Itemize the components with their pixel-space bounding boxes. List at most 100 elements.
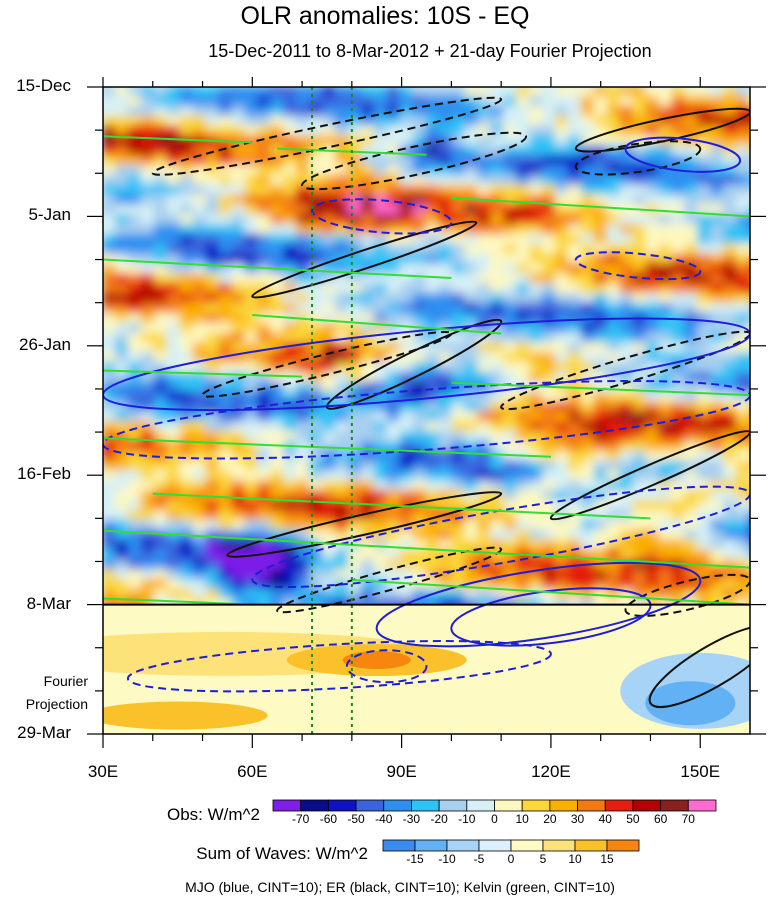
obs-cell	[632, 293, 648, 305]
obs-cell	[736, 174, 750, 187]
obs-cell	[619, 125, 635, 138]
obs-cell	[593, 559, 609, 572]
obs-cell	[723, 322, 739, 335]
obs-cell	[736, 283, 750, 296]
obs-cell	[554, 253, 570, 266]
obs-cell	[736, 155, 750, 167]
obs-cell	[321, 598, 337, 604]
obs-cell	[671, 342, 687, 355]
obs-cell	[567, 480, 583, 493]
obs-cell	[451, 204, 467, 217]
obs-cell	[529, 233, 544, 246]
obs-cell	[399, 332, 415, 345]
obs-cell	[166, 559, 182, 572]
obs-cell	[580, 401, 596, 414]
obs-cell	[140, 312, 156, 325]
obs-cell	[296, 273, 312, 286]
obs-cell	[723, 460, 739, 473]
obs-cell	[464, 164, 480, 177]
colorbar-tick-label: -5	[473, 852, 485, 866]
obs-cell	[516, 283, 532, 296]
obs-cell	[632, 381, 648, 394]
obs-cell	[153, 115, 169, 128]
obs-cell	[360, 342, 376, 355]
obs-cell	[296, 578, 312, 591]
obs-cell	[309, 105, 324, 118]
obs-cell	[296, 470, 312, 483]
obs-cell	[541, 598, 557, 604]
obs-cell	[619, 391, 635, 404]
obs-cell	[386, 283, 402, 296]
obs-cell	[283, 411, 299, 424]
obs-cell	[140, 125, 156, 138]
obs-cell	[438, 293, 454, 305]
obs-cell	[516, 578, 532, 591]
obs-cell	[399, 243, 415, 256]
obs-cell	[386, 519, 402, 532]
obs-cell	[606, 588, 622, 601]
obs-cell	[580, 283, 596, 296]
obs-cell	[309, 460, 324, 473]
obs-cell	[386, 125, 402, 138]
obs-cell	[503, 243, 519, 256]
obs-cell	[360, 204, 376, 217]
obs-cell	[360, 115, 376, 128]
obs-cell	[723, 243, 739, 256]
obs-cell	[451, 214, 467, 227]
obs-cell	[114, 371, 130, 384]
obs-cell	[373, 431, 389, 443]
obs-cell	[554, 519, 570, 532]
obs-cell	[296, 500, 312, 512]
obs-cell	[166, 371, 182, 384]
obs-cell	[166, 302, 182, 315]
obs-cell	[412, 204, 428, 217]
obs-cell	[541, 164, 557, 177]
obs-cell	[490, 371, 506, 384]
obs-cell	[127, 332, 143, 345]
obs-cell	[218, 391, 234, 404]
obs-cell	[567, 145, 583, 158]
obs-cell	[283, 164, 299, 177]
obs-cell	[166, 411, 182, 424]
obs-cell	[723, 105, 739, 118]
obs-cell	[192, 115, 208, 128]
obs-cell	[153, 174, 169, 187]
obs-cell	[697, 87, 713, 98]
obs-cell	[554, 559, 570, 572]
obs-cell	[593, 362, 609, 374]
obs-cell	[244, 105, 260, 118]
obs-cell	[606, 233, 622, 246]
obs-cell	[567, 204, 583, 217]
obs-cell	[334, 204, 350, 217]
obs-cell	[710, 233, 726, 246]
obs-cell	[516, 302, 532, 315]
obs-cell	[490, 362, 506, 374]
obs-cell	[270, 155, 286, 167]
plot-frame	[102, 86, 751, 735]
obs-cell	[606, 490, 622, 503]
obs-cell	[347, 490, 363, 503]
obs-cell	[283, 500, 299, 512]
obs-cell	[425, 411, 441, 424]
obs-cell	[606, 500, 622, 512]
obs-cell	[399, 115, 415, 128]
obs-cell	[425, 460, 441, 473]
obs-cell	[645, 145, 661, 158]
obs-cell	[606, 598, 622, 604]
obs-cell	[529, 598, 544, 604]
obs-cell	[296, 214, 312, 227]
obs-cell	[270, 490, 286, 503]
obs-cell	[231, 362, 247, 374]
obs-cell	[645, 293, 661, 305]
obs-cell	[296, 362, 312, 374]
chart-title: OLR anomalies: 10S - EQ	[240, 2, 530, 30]
obs-cell	[529, 194, 544, 207]
obs-cell	[140, 145, 156, 158]
obs-cell	[710, 500, 726, 512]
obs-cell	[283, 302, 299, 315]
obs-cell	[503, 263, 519, 276]
obs-cell	[283, 352, 299, 365]
obs-cell	[606, 401, 622, 414]
obs-cell	[257, 431, 273, 443]
obs-cell	[309, 362, 324, 374]
